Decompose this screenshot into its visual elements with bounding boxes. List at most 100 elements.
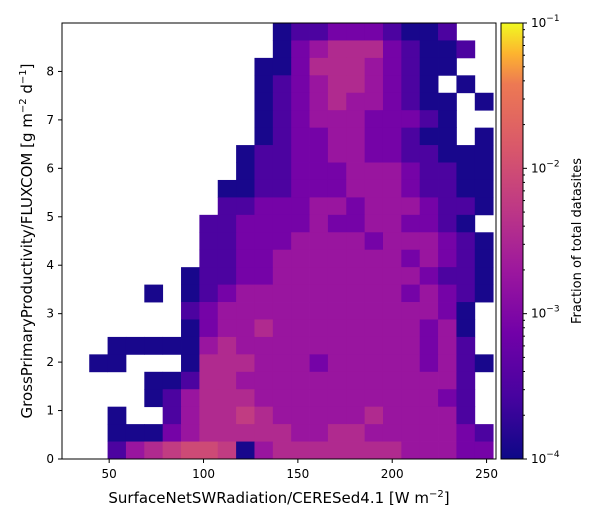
heatmap-cell	[456, 40, 476, 59]
heatmap-cell	[382, 40, 402, 59]
heatmap-cell	[346, 179, 366, 198]
heatmap-cell	[346, 284, 366, 303]
heatmap-cell	[181, 406, 200, 425]
heatmap-cell	[327, 92, 347, 111]
heatmap-cell	[346, 424, 366, 442]
heatmap-cell	[236, 162, 255, 181]
heatmap-cell	[364, 284, 384, 303]
heatmap-cell	[272, 319, 292, 338]
heatmap-cell	[419, 40, 439, 59]
heatmap-cell	[309, 267, 329, 285]
heatmap-cell	[474, 441, 494, 460]
heatmap-cell	[272, 302, 292, 320]
heatmap-cell	[474, 232, 494, 251]
heatmap-cell	[199, 441, 219, 460]
heatmap-cell	[346, 354, 366, 373]
heatmap-cell	[309, 336, 329, 355]
heatmap-cell	[346, 57, 366, 76]
x-tick-label: 200	[381, 467, 404, 481]
heatmap-cell	[309, 354, 329, 373]
heatmap-cell	[401, 249, 421, 268]
heatmap-cell	[438, 302, 457, 320]
heatmap-cell	[364, 40, 384, 59]
heatmap-cell	[291, 57, 310, 76]
heatmap-cell	[272, 197, 292, 216]
heatmap-cell	[382, 214, 402, 233]
heatmap-cell	[438, 284, 457, 303]
heatmap-cell	[162, 371, 182, 390]
heatmap-cell	[364, 145, 384, 163]
heatmap-cell	[327, 389, 347, 408]
heatmap-cell	[254, 267, 274, 285]
heatmap-cell	[419, 232, 439, 251]
heatmap-cell	[364, 57, 384, 76]
heatmap-cell	[438, 319, 457, 338]
heatmap-cell	[217, 232, 237, 251]
y-tick-label: 1	[46, 404, 54, 418]
heatmap-cell	[456, 302, 476, 320]
heatmap-cell	[272, 267, 292, 285]
y-axis-label-close: ]	[18, 63, 36, 69]
heatmap-cell	[382, 424, 402, 442]
heatmap-cell	[162, 441, 182, 460]
heatmap-cell	[474, 424, 494, 442]
heatmap-cell	[291, 127, 310, 146]
heatmap-cell	[401, 75, 421, 94]
heatmap-cell	[144, 389, 164, 408]
heatmap-cell	[125, 424, 145, 442]
heatmap-cell	[364, 354, 384, 373]
heatmap-cell	[272, 23, 292, 41]
heatmap-cell	[346, 406, 366, 425]
heatmap-cell	[382, 197, 402, 216]
heatmap-cell	[474, 145, 494, 163]
heatmap-cell	[254, 371, 274, 390]
heatmap-cell	[327, 441, 347, 460]
heatmap-cell	[346, 232, 366, 251]
heatmap-cell	[346, 319, 366, 338]
heatmap-cell	[217, 249, 237, 268]
heatmap-cell	[272, 424, 292, 442]
x-axis-label: SurfaceNetSWRadiation/CERESed4.1 [W m−2]	[108, 489, 449, 507]
heatmap-cell	[309, 249, 329, 268]
heatmap-cell	[199, 371, 219, 390]
heatmap-cell	[346, 162, 366, 181]
heatmap-cell	[346, 302, 366, 320]
heatmap-cell	[291, 92, 310, 111]
heatmap-cell	[217, 354, 237, 373]
heatmap-cell	[217, 424, 237, 442]
heatmap-cell	[419, 162, 439, 181]
heatmap-cell	[474, 162, 494, 181]
heatmap-cell	[346, 371, 366, 390]
heatmap-cell	[456, 389, 476, 408]
heatmap-cell	[272, 162, 292, 181]
heatmap-cell	[438, 214, 457, 233]
heatmap-cell	[309, 284, 329, 303]
heatmap-cell	[419, 110, 439, 129]
heatmap-cell	[217, 389, 237, 408]
heatmap-cell	[291, 389, 310, 408]
y-axis-label: GrossPrimaryProductivity/FLUXCOM [g m−2 …	[18, 63, 36, 418]
heatmap-cell	[144, 424, 164, 442]
heatmap-cell	[419, 389, 439, 408]
heatmap-cell	[272, 441, 292, 460]
heatmap-cell	[401, 92, 421, 111]
heatmap-cell	[291, 319, 310, 338]
heatmap-cell	[456, 249, 476, 268]
heatmap-cell	[162, 336, 182, 355]
heatmap-cell	[236, 232, 255, 251]
heatmap-cell	[401, 127, 421, 146]
heatmap-cell	[162, 389, 182, 408]
heatmap-cell	[217, 267, 237, 285]
heatmap-cell	[456, 162, 476, 181]
heatmap-cell	[364, 249, 384, 268]
heatmap-cell	[382, 110, 402, 129]
heatmap-cell	[364, 267, 384, 285]
heatmap-cell	[291, 145, 310, 163]
heatmap-cell	[125, 441, 145, 460]
heatmap-cell	[181, 441, 200, 460]
heatmap-cell	[346, 389, 366, 408]
heatmap-cell	[401, 40, 421, 59]
heatmap-cell	[291, 424, 310, 442]
heatmap-cell	[181, 354, 200, 373]
heatmap-cell	[401, 162, 421, 181]
